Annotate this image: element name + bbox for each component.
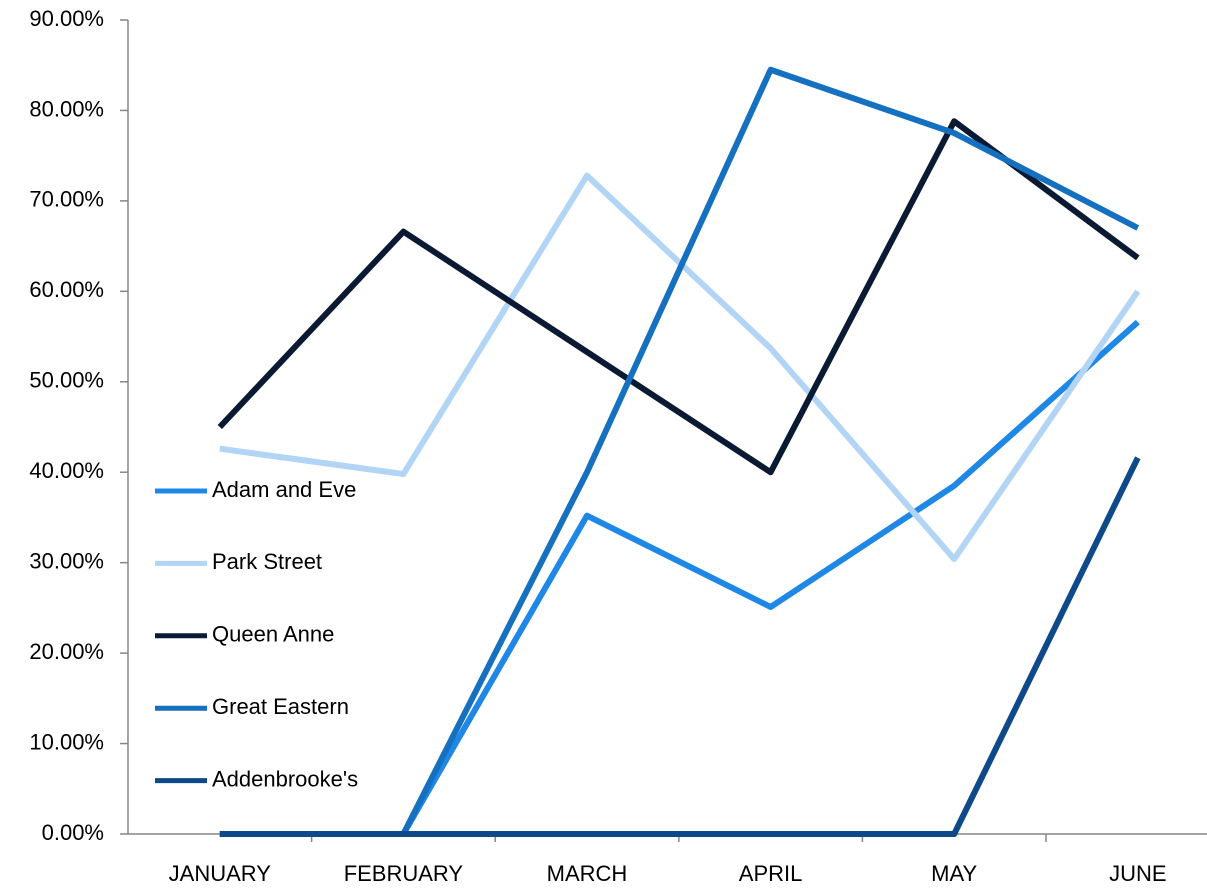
series-line bbox=[219, 172, 1141, 563]
y-tick-label: 30.00% bbox=[29, 548, 104, 573]
legend-label: Queen Anne bbox=[212, 622, 334, 647]
series-line bbox=[219, 66, 1140, 837]
x-tick-label: MARCH bbox=[547, 861, 628, 886]
series-line bbox=[219, 456, 1141, 837]
x-tick-label: JANUARY bbox=[169, 861, 272, 886]
legend-label: Adam and Eve bbox=[212, 477, 356, 502]
legend-label: Addenbrooke's bbox=[212, 766, 358, 791]
legend-label: Great Eastern bbox=[212, 694, 349, 719]
x-tick-label: MAY bbox=[931, 861, 977, 886]
y-tick-label: 50.00% bbox=[29, 368, 104, 393]
y-tick-label: 40.00% bbox=[29, 458, 104, 483]
series-line bbox=[217, 118, 1140, 476]
x-tick-label: JUNE bbox=[1109, 861, 1166, 886]
x-tick-label: FEBRUARY bbox=[344, 861, 464, 886]
series-line bbox=[219, 319, 1140, 837]
y-tick-label: 20.00% bbox=[29, 639, 104, 664]
y-tick-label: 0.00% bbox=[42, 820, 104, 845]
y-tick-label: 80.00% bbox=[29, 96, 104, 121]
y-tick-label: 60.00% bbox=[29, 277, 104, 302]
y-tick-label: 90.00% bbox=[29, 6, 104, 31]
y-tick-label: 10.00% bbox=[29, 729, 104, 754]
legend-label: Park Street bbox=[212, 549, 322, 574]
y-tick-label: 70.00% bbox=[29, 187, 104, 212]
x-tick-label: APRIL bbox=[739, 861, 803, 886]
